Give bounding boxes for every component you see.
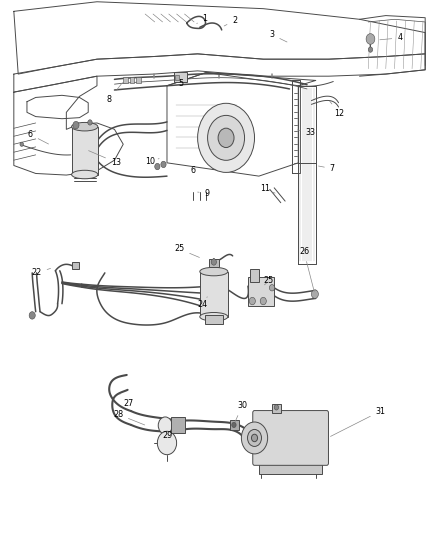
Bar <box>250 269 258 282</box>
Circle shape <box>158 417 172 434</box>
Text: 25: 25 <box>174 245 199 257</box>
Bar <box>199 271 227 317</box>
Text: 12: 12 <box>329 101 344 118</box>
Text: 30: 30 <box>234 401 247 422</box>
Bar <box>272 404 280 413</box>
Text: 6: 6 <box>190 166 195 175</box>
Circle shape <box>231 422 236 427</box>
Bar <box>258 462 321 474</box>
Bar <box>136 77 141 83</box>
Text: 25: 25 <box>263 276 273 285</box>
Circle shape <box>88 120 92 125</box>
Text: 3: 3 <box>269 30 286 42</box>
Text: 22: 22 <box>32 269 50 277</box>
Circle shape <box>218 128 233 148</box>
Bar <box>173 72 186 82</box>
Ellipse shape <box>199 267 227 276</box>
Bar <box>71 127 98 174</box>
Text: 31: 31 <box>330 407 385 437</box>
Text: 33: 33 <box>297 128 315 137</box>
Circle shape <box>157 431 176 455</box>
Circle shape <box>247 430 261 447</box>
Text: 13: 13 <box>88 151 120 167</box>
Bar <box>230 420 238 430</box>
Circle shape <box>73 122 79 129</box>
Text: 27: 27 <box>120 394 134 408</box>
Bar <box>123 77 127 83</box>
Bar <box>208 259 219 267</box>
Text: 9: 9 <box>197 189 209 198</box>
Circle shape <box>154 164 159 169</box>
Text: 10: 10 <box>145 157 159 166</box>
Text: 29: 29 <box>162 431 173 440</box>
FancyBboxPatch shape <box>252 410 328 465</box>
Bar <box>247 277 274 306</box>
Text: 2: 2 <box>224 16 237 26</box>
Ellipse shape <box>71 170 98 179</box>
Text: 11: 11 <box>259 184 275 193</box>
Text: 26: 26 <box>298 247 314 292</box>
Text: 6: 6 <box>28 130 49 144</box>
Bar <box>71 262 79 269</box>
Circle shape <box>241 422 267 454</box>
Circle shape <box>274 405 278 410</box>
Circle shape <box>260 297 266 305</box>
Text: 7: 7 <box>318 164 334 173</box>
Bar <box>205 314 222 324</box>
Bar <box>174 75 179 80</box>
Circle shape <box>207 115 244 160</box>
Circle shape <box>29 312 35 319</box>
Text: 24: 24 <box>198 297 208 309</box>
Text: 4: 4 <box>379 34 401 43</box>
Text: 8: 8 <box>106 83 122 104</box>
Circle shape <box>197 103 254 172</box>
Text: 5: 5 <box>175 79 184 88</box>
Circle shape <box>269 285 274 291</box>
Circle shape <box>211 259 216 265</box>
Circle shape <box>311 290 318 298</box>
Bar <box>171 417 185 433</box>
Circle shape <box>20 142 23 147</box>
Circle shape <box>249 297 255 305</box>
Circle shape <box>365 34 374 44</box>
Circle shape <box>160 161 166 167</box>
Ellipse shape <box>71 123 98 131</box>
Bar <box>130 77 134 83</box>
Text: 1: 1 <box>196 14 207 23</box>
Ellipse shape <box>199 312 227 321</box>
Circle shape <box>251 434 257 442</box>
Circle shape <box>367 47 372 52</box>
Text: 28: 28 <box>113 410 145 425</box>
